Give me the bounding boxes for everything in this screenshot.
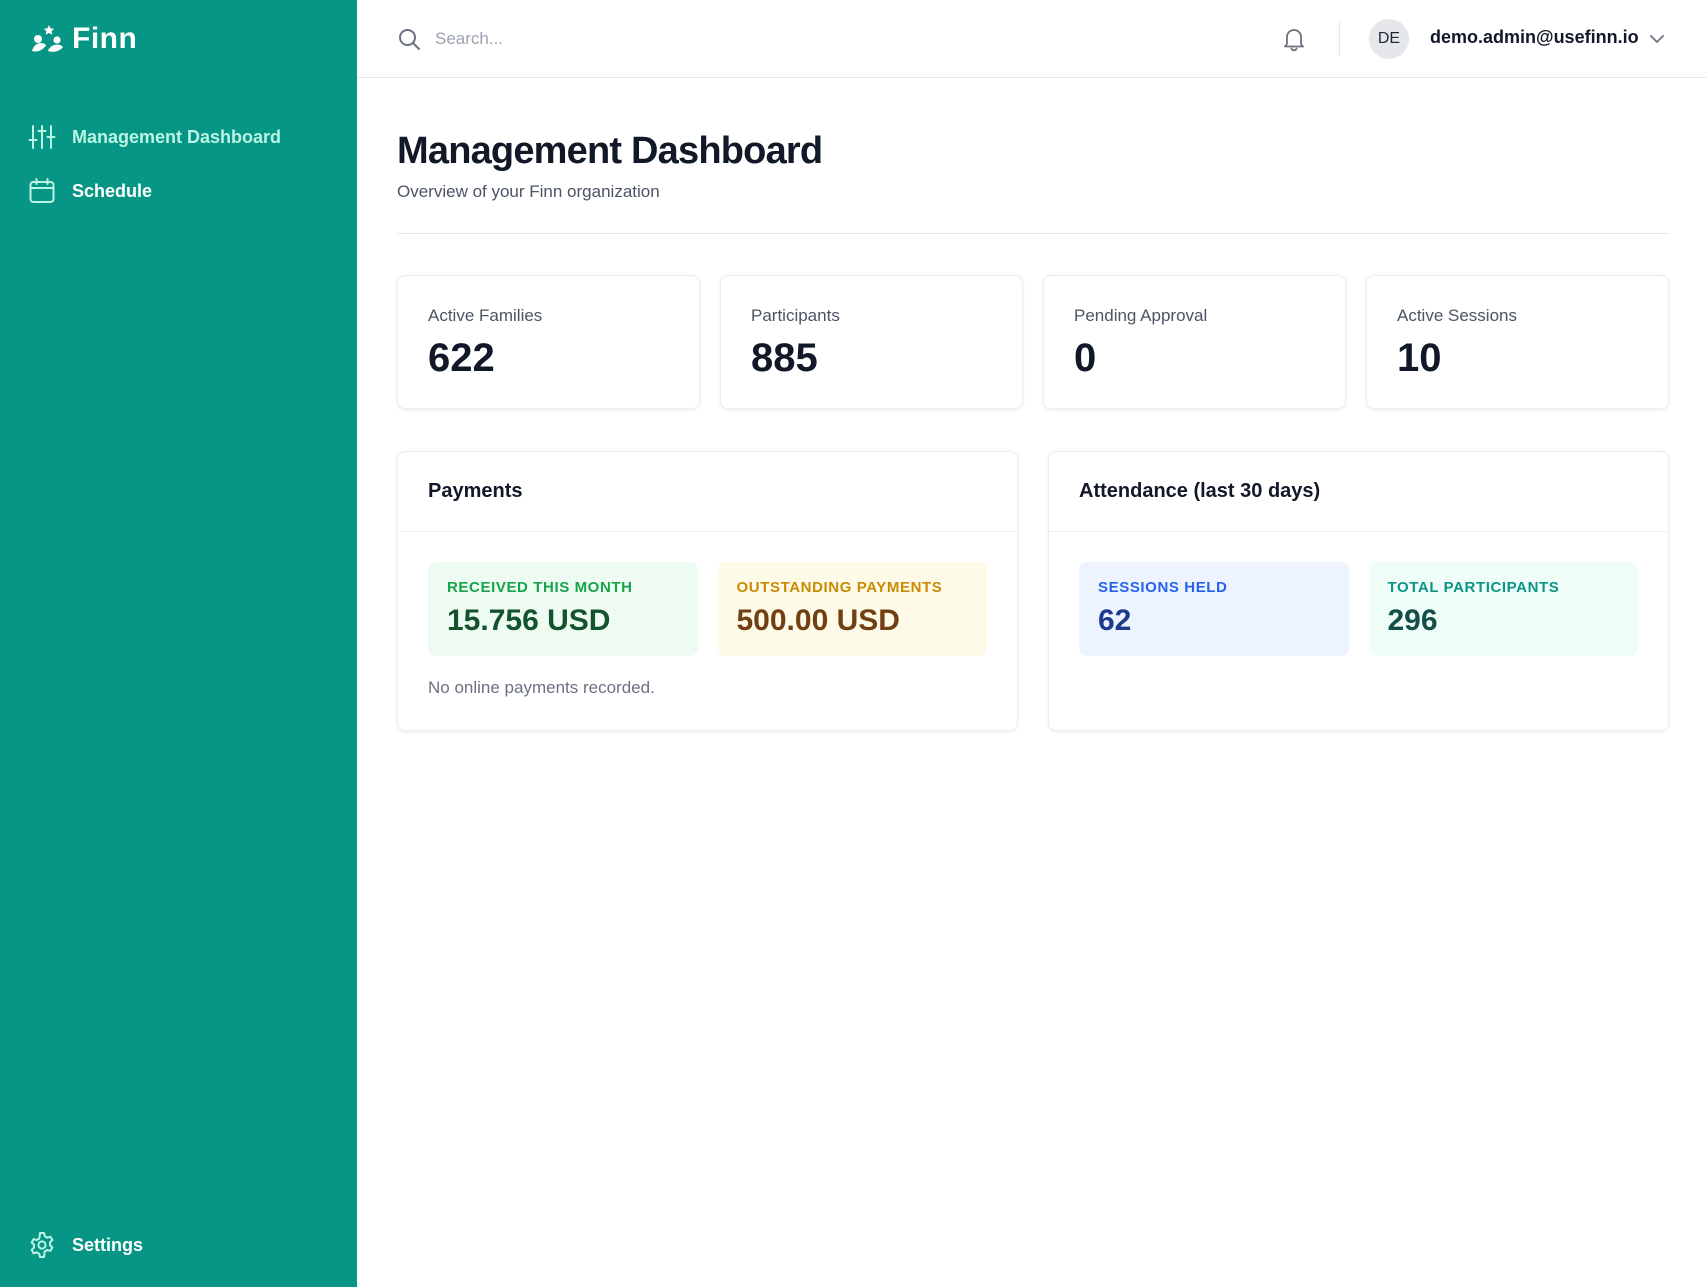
gear-icon: [30, 1232, 54, 1258]
stat-label: Active Families: [428, 306, 543, 325]
divider: [397, 233, 1669, 234]
sidebar-item-label: Management Dashboard: [72, 126, 282, 147]
tile-label: Total participants: [1387, 579, 1560, 596]
stat-value: 10: [1397, 336, 1442, 380]
stat-value: 885: [751, 336, 818, 380]
sidebar-item-settings[interactable]: Settings: [28, 1218, 143, 1272]
panel-title: Attendance (last 30 days): [1049, 452, 1668, 532]
tile-value: 15.756 USD: [447, 604, 611, 637]
stat-value: 622: [428, 336, 495, 380]
tile-value: 62: [1098, 604, 1132, 637]
chevron-down-icon[interactable]: [1648, 30, 1666, 48]
stat-card-participants: Participants 885: [720, 275, 1023, 409]
page-subtitle: Overview of your Finn organization: [397, 182, 660, 201]
topbar-divider: [1339, 22, 1340, 56]
logo-text: Finn: [72, 22, 138, 55]
page-title: Management Dashboard: [397, 130, 823, 172]
tile-label: Sessions held: [1098, 579, 1228, 596]
sidebar: Finn Management Dashboard Schedule Setti…: [0, 0, 357, 1287]
stat-card-pending-approval: Pending Approval 0: [1043, 275, 1346, 409]
stat-card-active-families: Active Families 622: [397, 275, 700, 409]
outstanding-payments-tile: Outstanding payments 500.00 USD: [717, 562, 987, 656]
payments-tiles: Received this month 15.756 USD Outstandi…: [398, 532, 1017, 656]
calendar-icon: [29, 178, 55, 203]
logo[interactable]: Finn: [30, 22, 137, 56]
user-email[interactable]: demo.admin@usefinn.io: [1430, 27, 1639, 47]
tile-label: Outstanding payments: [736, 579, 943, 596]
finn-logo-icon: [32, 25, 63, 52]
stats-row: Active Families 622 Participants 885 Pen…: [397, 275, 1669, 409]
sidebar-nav: Management Dashboard Schedule: [28, 110, 328, 218]
sliders-icon: [28, 125, 56, 149]
search-icon: [399, 29, 420, 50]
tile-label: Received this month: [447, 579, 633, 596]
received-this-month-tile: Received this month 15.756 USD: [428, 562, 698, 656]
panels-row: Payments Received this month 15.756 USD …: [397, 451, 1669, 731]
payments-panel: Payments Received this month 15.756 USD …: [397, 451, 1018, 731]
panel-title: Payments: [398, 452, 1017, 532]
sidebar-item-management-dashboard[interactable]: Management Dashboard: [28, 110, 328, 164]
stat-label: Participants: [751, 306, 840, 325]
stat-label: Pending Approval: [1074, 306, 1208, 325]
total-participants-tile: Total participants 296: [1368, 562, 1638, 656]
tile-value: 500.00 USD: [736, 604, 900, 637]
stat-label: Active Sessions: [1397, 306, 1517, 325]
topbar: DE demo.admin@usefinn.io: [357, 0, 1706, 78]
avatar[interactable]: DE: [1369, 19, 1409, 59]
stat-card-active-sessions: Active Sessions 10: [1366, 275, 1669, 409]
sidebar-item-label: Schedule: [72, 180, 153, 201]
search-input[interactable]: [435, 22, 935, 56]
stat-value: 0: [1074, 336, 1097, 380]
attendance-tiles: Sessions held 62 Total participants 296: [1049, 532, 1668, 656]
bell-icon[interactable]: [1281, 26, 1307, 52]
tile-value: 296: [1387, 604, 1438, 637]
sidebar-item-label: Settings: [72, 1234, 144, 1255]
payments-note: No online payments recorded.: [428, 678, 655, 697]
attendance-panel: Attendance (last 30 days) Sessions held …: [1048, 451, 1669, 731]
sessions-held-tile: Sessions held 62: [1079, 562, 1349, 656]
sidebar-item-schedule[interactable]: Schedule: [28, 164, 328, 218]
